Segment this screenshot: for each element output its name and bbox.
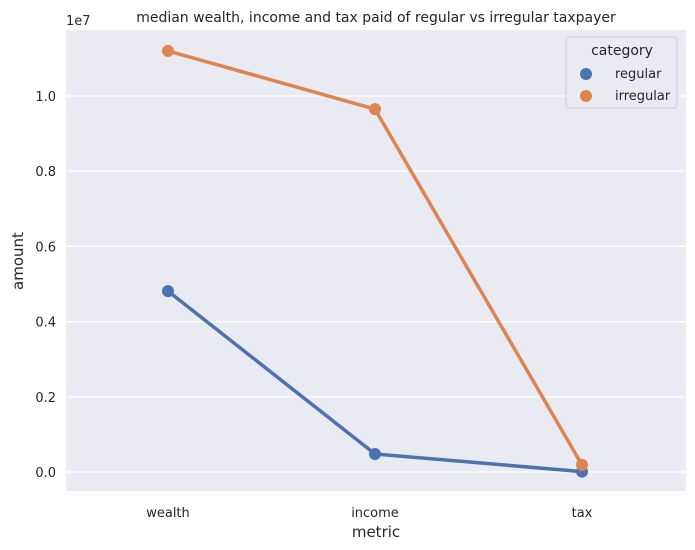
y-offset-label: 1e7 xyxy=(66,14,91,29)
x-axis-label: metric xyxy=(352,523,400,541)
y-tick-label: 0.2 xyxy=(35,391,56,406)
legend-label-regular: regular xyxy=(615,67,662,82)
point-irregular-income xyxy=(369,103,381,116)
x-tick-label: wealth xyxy=(146,506,190,521)
y-ticks: 0.0 0.2 0.4 0.6 0.8 1.0 xyxy=(35,90,56,481)
legend-title: category xyxy=(591,43,653,59)
chart-title: median wealth, income and tax paid of re… xyxy=(136,10,616,26)
y-tick-label: 0.4 xyxy=(35,316,56,331)
y-tick-label: 0.0 xyxy=(35,466,56,481)
legend-label-irregular: irregular xyxy=(615,89,671,104)
x-ticks: wealth income tax xyxy=(146,506,592,521)
legend-marker-regular xyxy=(580,68,592,80)
legend: category regular irregular xyxy=(565,36,678,109)
legend-marker-irregular xyxy=(580,90,592,102)
point-irregular-wealth xyxy=(162,44,174,57)
y-tick-label: 0.6 xyxy=(35,240,56,255)
y-tick-label: 1.0 xyxy=(35,90,56,105)
legend-box xyxy=(565,36,678,109)
point-regular-wealth xyxy=(162,285,174,298)
series xyxy=(162,44,588,478)
y-tick-label: 0.8 xyxy=(35,165,56,180)
point-regular-income xyxy=(369,447,381,460)
point-irregular-tax xyxy=(576,458,588,471)
x-tick-label: income xyxy=(351,506,399,521)
x-tick-label: tax xyxy=(572,506,593,521)
y-axis-label: amount xyxy=(9,232,27,290)
